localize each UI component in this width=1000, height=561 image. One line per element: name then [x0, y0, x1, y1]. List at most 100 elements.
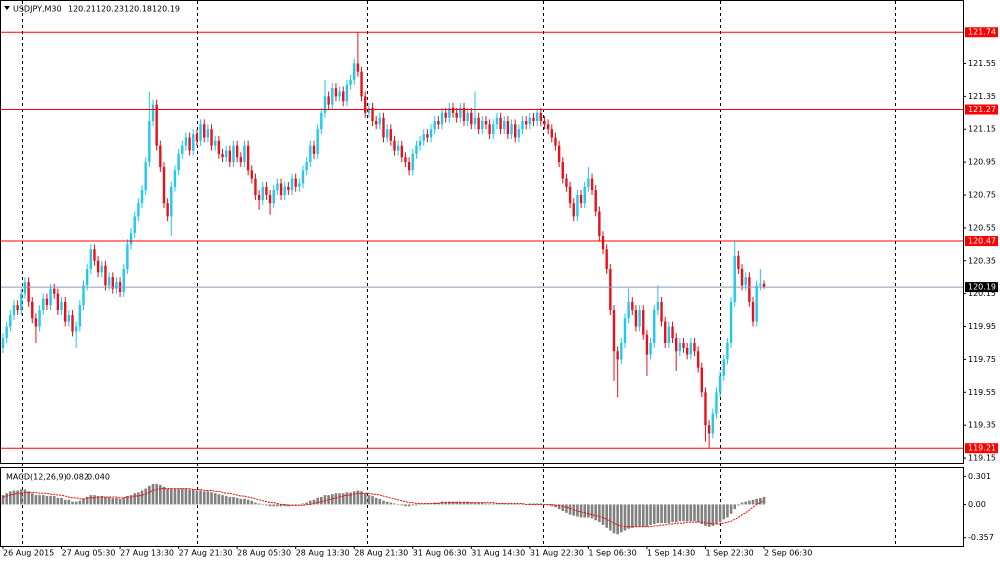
- candle-body: [195, 134, 199, 141]
- candle-body: [484, 121, 488, 125]
- candle-body: [111, 277, 114, 289]
- candle-body: [298, 183, 301, 187]
- macd-bar: [411, 504, 415, 506]
- candle-body: [155, 104, 158, 146]
- candle-body: [254, 178, 257, 196]
- candle-body: [206, 129, 210, 138]
- candle-body: [524, 121, 528, 125]
- candle-body: [31, 301, 34, 319]
- candle-body: [162, 167, 166, 204]
- macd-bar: [239, 498, 243, 505]
- macd-bar: [12, 490, 16, 505]
- macd-bar: [404, 504, 407, 507]
- macd-bar: [378, 498, 382, 505]
- candle-body: [100, 265, 103, 273]
- candle-body: [53, 288, 56, 294]
- candle-body: [56, 293, 60, 311]
- macd-bar: [9, 491, 12, 505]
- macd-bar: [451, 501, 455, 505]
- macd-bar: [71, 501, 74, 505]
- macd-bar: [78, 500, 82, 505]
- candle-body: [674, 338, 678, 352]
- macd-bar: [89, 495, 93, 505]
- candle-body: [517, 129, 521, 138]
- candle-body: [243, 145, 246, 163]
- macd-bar: [587, 504, 590, 518]
- macd-bar: [605, 504, 608, 528]
- candle-body: [129, 232, 133, 245]
- candle-body: [309, 145, 312, 163]
- macd-bar: [305, 502, 308, 505]
- macd-bar: [228, 496, 232, 505]
- y-tick-label: 120.35: [968, 256, 996, 265]
- macd-bar: [287, 504, 290, 507]
- macd-bar: [601, 504, 605, 525]
- macd-bar: [199, 490, 202, 505]
- macd-bar: [52, 496, 56, 505]
- macd-bar: [202, 491, 206, 505]
- candle-body: [620, 342, 623, 360]
- menu-arrow[interactable]: [4, 6, 10, 10]
- macd-bar: [41, 495, 45, 505]
- candle-body: [45, 298, 49, 306]
- macd-bar: [510, 504, 513, 505]
- candle-body: [572, 203, 575, 217]
- macd-bar: [415, 504, 418, 506]
- macd-bar: [137, 492, 140, 505]
- candle-body: [466, 112, 469, 122]
- macd-bar: [155, 483, 158, 505]
- macd-bar: [612, 504, 616, 534]
- y-tick-label: 119.75: [968, 355, 996, 364]
- candle-body: [422, 134, 425, 141]
- macd-bar: [169, 488, 173, 505]
- candle-body: [437, 121, 440, 125]
- macd-bar: [491, 503, 495, 505]
- macd-bar: [151, 483, 155, 505]
- candle-body: [638, 310, 641, 327]
- macd-bar: [437, 502, 440, 505]
- candle-body: [700, 367, 704, 393]
- candle-body: [440, 112, 444, 125]
- candle-body: [528, 117, 532, 125]
- candle-body: [170, 186, 173, 217]
- candle-body: [268, 195, 272, 204]
- macd-bar: [27, 491, 30, 505]
- candle-body: [715, 392, 718, 414]
- macd-bar: [85, 496, 89, 505]
- macd-bar: [740, 502, 744, 505]
- candle-body: [462, 107, 466, 122]
- candle-body: [199, 124, 202, 141]
- macd-bar: [627, 504, 630, 529]
- level-label: 119.21: [968, 444, 996, 453]
- candle-body: [250, 170, 253, 179]
- macd-bar: [67, 499, 71, 505]
- macd-bar: [320, 496, 323, 505]
- x-tick-label: 31 Aug 22:30: [530, 549, 584, 558]
- candle-body: [301, 170, 305, 184]
- y-tick-label: 120.15: [968, 289, 996, 298]
- candle-body: [334, 88, 338, 97]
- x-tick-label: 26 Aug 2015: [3, 549, 54, 558]
- candle-body: [481, 121, 484, 130]
- macd-bar: [63, 499, 67, 505]
- macd-bar: [301, 503, 305, 505]
- candle-body: [246, 145, 250, 171]
- macd-value: 0.082: [66, 473, 89, 482]
- candle-body: [433, 121, 436, 130]
- candle-body: [23, 282, 27, 294]
- macd-bar: [96, 496, 100, 505]
- candle-body: [598, 211, 601, 237]
- candle-body: [451, 107, 455, 113]
- y-tick-label: 121.55: [968, 59, 996, 68]
- candle-body: [283, 186, 286, 196]
- macd-bar: [374, 497, 378, 505]
- macd-bar: [144, 488, 147, 505]
- macd-bar: [272, 504, 276, 507]
- candle-body: [331, 88, 334, 105]
- candle-body: [689, 342, 693, 355]
- candle-body: [327, 96, 330, 105]
- candle-body: [93, 249, 96, 261]
- macd-bar: [367, 495, 371, 505]
- candle-body: [1, 338, 5, 348]
- macd-bar: [224, 496, 228, 505]
